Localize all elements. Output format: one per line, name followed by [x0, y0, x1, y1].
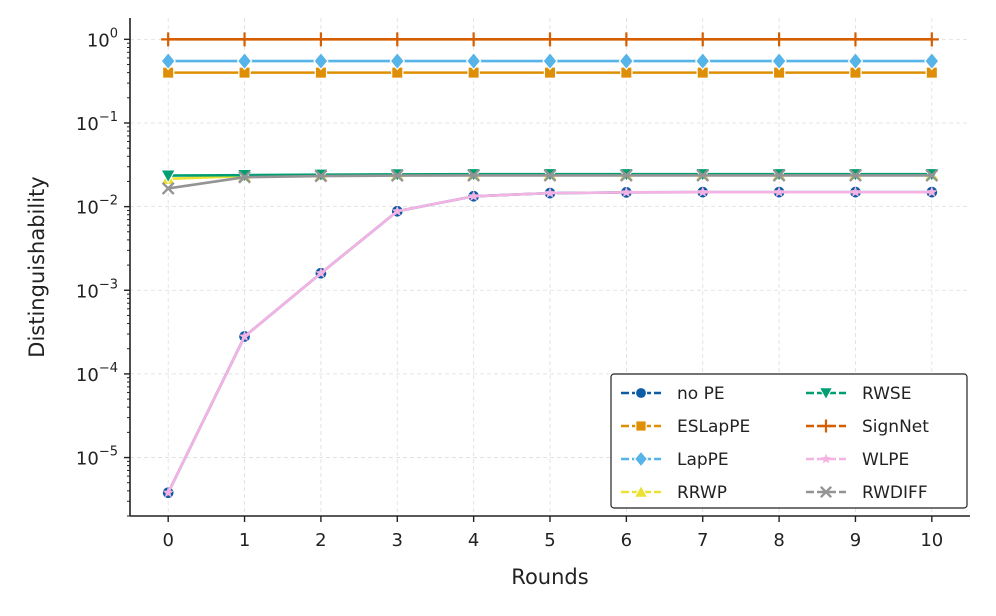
legend-label: ESLapPE	[677, 417, 750, 437]
data-point	[161, 181, 175, 195]
data-point	[849, 186, 862, 197]
legend-marker	[818, 387, 834, 401]
y-tick-label: 10−4	[76, 361, 118, 386]
data-point	[161, 32, 176, 47]
data-point	[315, 267, 327, 279]
data-point	[924, 51, 940, 71]
x-axis-label: Rounds	[511, 565, 588, 589]
y-tick-label: 100	[87, 26, 118, 51]
data-point	[313, 32, 328, 47]
y-tick-label: 10−2	[76, 194, 118, 219]
data-point	[619, 32, 634, 47]
data-point	[237, 32, 252, 47]
legend-label: RWSE	[862, 384, 911, 404]
y-axis-label: Distinguishability	[25, 176, 49, 357]
y-tick-label: 10−3	[76, 277, 118, 302]
data-point	[543, 168, 557, 182]
x-tick-label: 0	[162, 530, 173, 551]
data-point	[697, 186, 709, 197]
data-point	[467, 168, 481, 182]
data-point	[620, 186, 633, 198]
legend-marker	[633, 450, 649, 468]
legend-marker	[820, 453, 832, 464]
data-point	[238, 330, 251, 342]
y-tick-label: 10−1	[76, 110, 118, 135]
series-lappe	[160, 51, 940, 71]
series-group	[160, 32, 940, 500]
x-tick-label: 5	[544, 530, 555, 551]
legend-item: LapPE	[621, 450, 729, 470]
data-point	[926, 186, 938, 197]
legend-item: ESLapPE	[621, 417, 750, 437]
legend-marker	[634, 386, 648, 400]
data-point	[542, 51, 558, 71]
legend: no PE ESLapPE LapPE RRWP RWSE SignNet WLPE RWDI…	[610, 373, 968, 509]
data-point	[771, 51, 787, 71]
series-wlpe	[162, 186, 938, 498]
data-point	[236, 51, 253, 71]
legend-marker	[819, 419, 833, 433]
data-point	[465, 51, 482, 71]
data-point	[847, 51, 864, 71]
data-point	[849, 168, 862, 182]
series-eslappe	[161, 66, 939, 79]
legend-item: RRWP	[621, 483, 727, 503]
legend-label: RWDIFF	[862, 483, 928, 503]
data-point	[160, 169, 177, 184]
legend-label: LapPE	[677, 450, 729, 470]
series-signnet	[161, 32, 939, 47]
data-point	[160, 51, 176, 71]
legend-marker	[633, 484, 649, 498]
data-point	[238, 170, 251, 184]
data-point	[695, 32, 710, 47]
data-point	[772, 32, 787, 47]
legend-label: RRWP	[677, 483, 727, 503]
x-tick-label: 8	[773, 530, 784, 551]
data-point	[772, 168, 786, 182]
data-point	[313, 51, 329, 71]
axes: 0 1 2 3 4 5 6 7 8 9 10 10−5 10−4 10−3 10−2 10−1 100	[76, 18, 970, 551]
data-point	[314, 169, 328, 183]
legend-label: WLPE	[862, 450, 909, 470]
x-tick-label: 9	[850, 530, 861, 551]
x-tick-label: 4	[468, 530, 479, 551]
data-point	[390, 169, 404, 183]
x-tick-label: 6	[621, 530, 632, 551]
legend-box	[610, 373, 968, 509]
series-rwdiff	[161, 168, 939, 195]
legend-item: WLPE	[806, 450, 909, 470]
data-point	[773, 186, 785, 197]
data-point	[390, 32, 405, 47]
x-tick-label: 1	[239, 530, 250, 551]
data-point	[619, 168, 633, 182]
legend-item: no PE	[621, 384, 725, 404]
x-tick-label: 7	[697, 530, 708, 551]
x-tick-label: 10	[920, 530, 943, 551]
legend-item: RWSE	[806, 384, 911, 404]
data-point	[466, 32, 481, 47]
data-point	[467, 190, 480, 202]
legend-label: SignNet	[862, 417, 929, 437]
x-tick-label: 2	[315, 530, 326, 551]
data-point	[848, 32, 863, 47]
legend-marker	[819, 485, 833, 499]
y-tick-label: 10−5	[76, 445, 118, 470]
data-point	[391, 205, 403, 217]
data-point	[389, 51, 406, 71]
data-point	[696, 168, 710, 182]
data-point	[925, 168, 939, 182]
data-point	[543, 32, 557, 47]
legend-item: SignNet	[806, 417, 929, 437]
data-point	[694, 51, 711, 71]
legend-marker	[635, 420, 647, 432]
x-tick-label: 3	[392, 530, 403, 551]
legend-item: RWDIFF	[806, 483, 928, 503]
legend-label: no PE	[677, 384, 725, 404]
data-point	[544, 187, 556, 198]
data-point	[162, 486, 174, 498]
data-point	[618, 51, 635, 71]
data-point	[924, 32, 939, 47]
